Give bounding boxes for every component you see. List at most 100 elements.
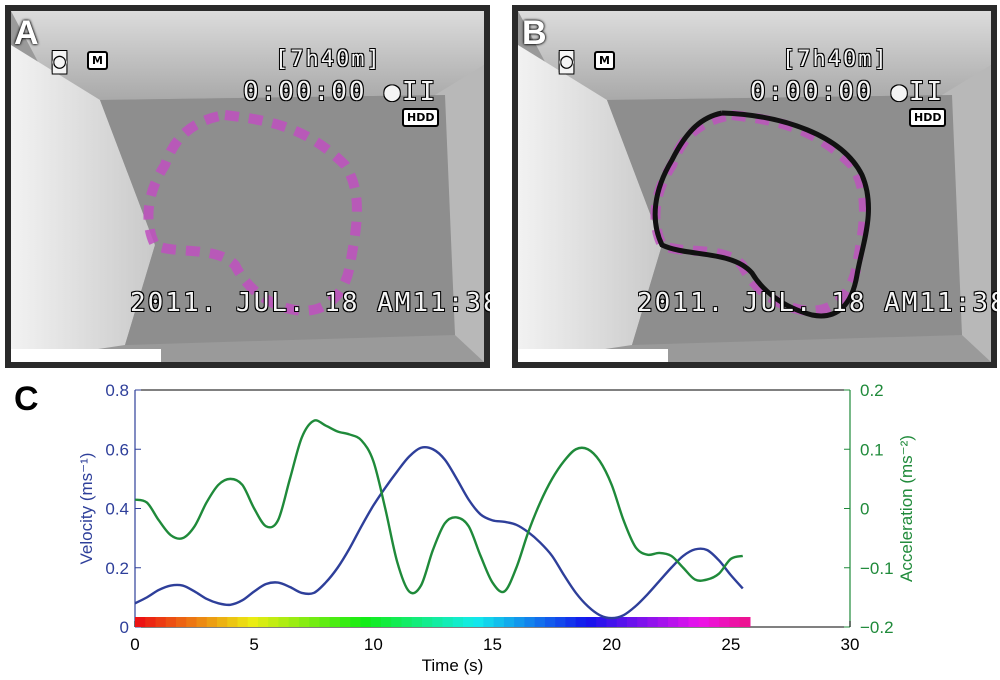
colorbar-segment [360, 617, 372, 627]
record-time-label: [7h40m] [782, 47, 889, 72]
colorbar-segment [380, 617, 392, 627]
colorbar-segment [462, 617, 474, 627]
trajectory-colored-a [143, 110, 362, 316]
colorbar-segment [637, 617, 649, 627]
record-time-label: [7h40m] [275, 47, 382, 72]
frame-a-background [11, 11, 484, 362]
panel-label-a: A [14, 14, 39, 52]
colorbar-segment [616, 617, 628, 627]
hdd-badge: HDD [909, 108, 947, 127]
right-tick-label: 0 [860, 500, 869, 519]
colorbar-segment [442, 617, 454, 627]
colorbar-segment [606, 617, 618, 627]
colorbar-segment [483, 617, 495, 627]
colorbar-segment [452, 617, 464, 627]
colorbar-segment [309, 617, 321, 627]
mode-icon: M [594, 51, 615, 70]
left-tick-label: 0.6 [105, 440, 129, 459]
colorbar-segment [544, 617, 556, 627]
colorbar-segment [237, 617, 249, 627]
acceleration-series-line [134, 419, 744, 595]
hdd-badge: HDD [402, 108, 440, 127]
colorbar-segment [421, 617, 433, 627]
x-tick-label: 10 [364, 635, 383, 654]
colorbar-segment [678, 617, 690, 627]
colorbar-segment [350, 617, 362, 627]
colorbar-segment [596, 617, 608, 627]
timecode-label: 0:00:00 ●II [243, 77, 438, 107]
x-tick-label: 0 [130, 635, 139, 654]
colorbar-segment [216, 617, 228, 627]
colorbar-segment [698, 617, 710, 627]
timecode-label: 0:00:00 ●II [750, 77, 945, 107]
camcorder-icon: ◙ [53, 49, 69, 74]
colorbar-segment [432, 617, 444, 627]
panel-label-c: C [14, 380, 39, 418]
colorbar-segment [657, 617, 669, 627]
colorbar-segment [370, 617, 382, 627]
colorbar-segment [288, 617, 300, 627]
x-tick-label: 20 [602, 635, 621, 654]
camcorder-icon: ◙ [560, 49, 576, 74]
mode-icon: M [87, 51, 108, 70]
x-tick-label: 30 [841, 635, 860, 654]
colorbar-segment [186, 617, 198, 627]
x-tick-label: 15 [483, 635, 502, 654]
frame-b-background [518, 11, 991, 362]
colorbar-segment [719, 617, 731, 627]
colorbar-segment [555, 617, 567, 627]
left-axis-label: Velocity (ms⁻¹) [77, 453, 96, 565]
colorbar-segment [298, 617, 310, 627]
tracked-path-line [652, 110, 871, 319]
panel-label-b: B [522, 14, 547, 52]
colorbar-segment [729, 617, 741, 627]
video-frame-a: ◙ M [7h40m] 0:00:00 ●II HDD 2011. JUL. 1… [5, 5, 490, 368]
datetime-label: 2011. JUL. 18 AM11:38 [130, 288, 490, 318]
colorbar-segment [268, 617, 280, 627]
left-tick-label: 0.8 [105, 381, 129, 400]
colorbar-segment [319, 617, 331, 627]
colorbar-segment [206, 617, 218, 627]
colorbar-segment [391, 617, 403, 627]
right-tick-label: −0.1 [860, 559, 894, 578]
velocity-series-line [134, 445, 744, 620]
colorbar-segment [247, 617, 259, 627]
colorbar-segment [688, 617, 700, 627]
colorbar-segment [227, 617, 239, 627]
left-tick-label: 0.4 [105, 500, 129, 519]
colorbar-segment [493, 617, 505, 627]
colorbar-segment [145, 617, 157, 627]
x-axis-label: Time (s) [422, 656, 484, 675]
colorbar-segment [565, 617, 577, 627]
colorbar-segment [175, 617, 187, 627]
colorbar-segment [575, 617, 587, 627]
x-tick-label: 5 [249, 635, 258, 654]
colorbar-segment [514, 617, 526, 627]
colorbar-segment [401, 617, 413, 627]
colorbar-segment [155, 617, 167, 627]
colorbar-segment [473, 617, 485, 627]
colorbar-segment [585, 617, 597, 627]
colorbar-segment [708, 617, 720, 627]
right-tick-label: 0.1 [860, 440, 884, 459]
video-frame-b: ◙ M [7h40m] 0:00:00 ●II HDD 2011. JUL. 1… [512, 5, 997, 368]
colorbar-segment [411, 617, 423, 627]
colorbar-segment [257, 617, 269, 627]
colorbar-segment [647, 617, 659, 627]
colorbar-segment [339, 617, 351, 627]
colorbar-segment [524, 617, 536, 627]
left-tick-label: 0 [120, 618, 129, 637]
x-tick-label: 25 [721, 635, 740, 654]
colorbar-segment [329, 617, 341, 627]
colorbar-segment [626, 617, 638, 627]
datetime-label: 2011. JUL. 18 AM11:38 [637, 288, 997, 318]
colorbar-segment [278, 617, 290, 627]
right-tick-label: 0.2 [860, 381, 884, 400]
colorbar-segment [534, 617, 546, 627]
colorbar-segment [135, 617, 146, 627]
velocity-acceleration-chart: 0 0.2 0.4 0.6 0.8 −0.2 −0.1 0 0.1 0.2 0 5 10 15 20 25 30… [77, 381, 916, 675]
right-tick-label: −0.2 [860, 618, 894, 637]
right-axis-label: Acceleration (ms⁻²) [897, 435, 916, 582]
colorbar-segment [667, 617, 679, 627]
colorbar-segment [165, 617, 177, 627]
